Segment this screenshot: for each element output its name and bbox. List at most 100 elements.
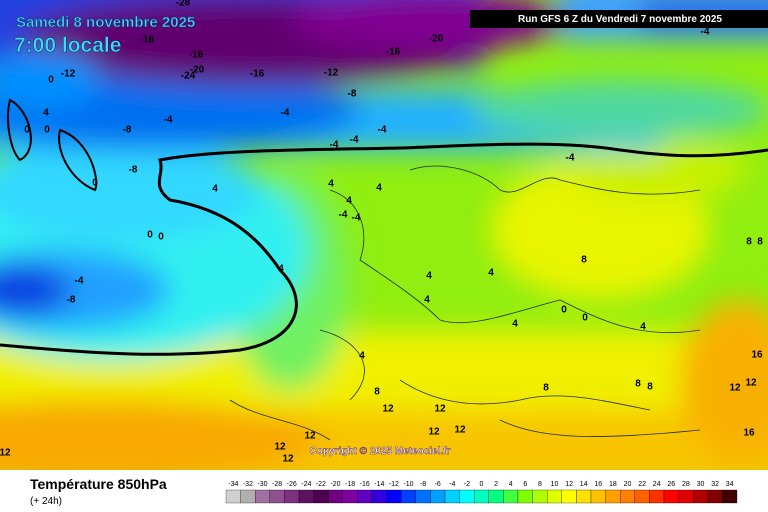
- contour-label: 0: [158, 232, 164, 243]
- color-swatch: [342, 489, 358, 504]
- color-swatch: [415, 489, 431, 504]
- scale-label: -2: [464, 481, 470, 488]
- contour-label: -4: [378, 125, 387, 136]
- contour-label: 8: [635, 379, 641, 390]
- scale-label: -32: [243, 481, 253, 488]
- run-info: Run GFS 6 Z du Vendredi 7 novembre 2025: [518, 14, 722, 25]
- color-swatch: [488, 489, 504, 504]
- contour-label: -16: [250, 69, 265, 80]
- date: Samedi 8 novembre 2025: [16, 14, 195, 31]
- scale-label: -20: [330, 481, 340, 488]
- contour-label: 4: [43, 108, 49, 119]
- scale-label: 32: [711, 481, 719, 488]
- color-swatch: [576, 489, 592, 504]
- scale-label: 24: [653, 481, 661, 488]
- contour-label: 4: [640, 322, 646, 333]
- contour-label: 4: [426, 271, 432, 282]
- color-swatch: [430, 489, 446, 504]
- contour-label: -4: [330, 140, 339, 151]
- scale-label: 2: [494, 481, 498, 488]
- contour-label: 4: [512, 319, 518, 330]
- contour-label: -4: [75, 276, 84, 287]
- color-swatch: [532, 489, 548, 504]
- contour-label: -8: [129, 165, 138, 176]
- color-swatch: [474, 489, 489, 504]
- contour-label: 0: [44, 125, 50, 136]
- contour-label: 12: [745, 378, 757, 389]
- contour-label: -8: [67, 295, 76, 306]
- contour-label: -24: [181, 71, 196, 82]
- color-swatch: [605, 489, 621, 504]
- contour-label: 4: [328, 179, 334, 190]
- legend-subtitle: (+ 24h): [30, 496, 62, 507]
- scale-label: 26: [667, 481, 675, 488]
- contour-label: 4: [488, 268, 494, 279]
- color-swatch: [722, 489, 738, 504]
- contour-label: 12: [454, 425, 466, 436]
- contour-label: 0: [582, 313, 588, 324]
- scale-label: -26: [287, 481, 297, 488]
- scale-label: -4: [449, 481, 455, 488]
- scale-label: 8: [538, 481, 542, 488]
- color-swatch: [620, 489, 635, 504]
- contour-label: -4: [339, 210, 348, 221]
- contour-label: 0: [92, 178, 98, 189]
- color-swatch: [255, 489, 270, 504]
- color-swatch: [663, 489, 679, 504]
- copyright: Copyright © 2025 Meteociel.fr: [310, 446, 451, 457]
- color-swatch: [678, 489, 694, 504]
- contour-label: 12: [428, 427, 440, 438]
- contour-label: -8: [348, 89, 357, 100]
- color-swatch: [371, 489, 387, 504]
- contour-label: -4: [350, 135, 359, 146]
- color-swatch: [634, 489, 650, 504]
- color-swatch: [517, 489, 533, 504]
- contour-label: 4: [376, 183, 382, 194]
- contour-label: -4: [352, 213, 361, 224]
- scale-label: 12: [565, 481, 573, 488]
- scale-label: -14: [374, 481, 384, 488]
- contour-label: 12: [282, 454, 294, 465]
- scale-label: -30: [257, 481, 267, 488]
- scale-label: 6: [523, 481, 527, 488]
- color-swatch: [547, 489, 562, 504]
- scale-label: -8: [420, 481, 426, 488]
- contour-label: 12: [274, 442, 286, 453]
- contour-label: 12: [729, 383, 741, 394]
- scale-label: -16: [360, 481, 370, 488]
- contour-label: -20: [429, 34, 444, 45]
- scale-label: -10: [403, 481, 413, 488]
- scale-label: 14: [580, 481, 588, 488]
- color-swatch: [328, 489, 343, 504]
- contour-label: 0: [48, 75, 54, 86]
- color-swatch: [298, 489, 314, 504]
- color-swatch: [357, 489, 373, 504]
- time: 7:00 locale: [14, 34, 121, 57]
- scale-label: 0: [480, 481, 484, 488]
- color-swatch: [459, 489, 475, 504]
- contour-label: 4: [359, 351, 365, 362]
- scale-label: 18: [609, 481, 617, 488]
- temperature-field: [0, 0, 768, 470]
- scale-label: -12: [389, 481, 399, 488]
- scale-label: 16: [594, 481, 602, 488]
- contour-label: 12: [434, 404, 446, 415]
- legend-title: Température 850hPa: [30, 476, 167, 492]
- color-swatch: [561, 489, 577, 504]
- contour-label: -12: [324, 68, 339, 79]
- contour-label: 8: [543, 383, 549, 394]
- scale-label: 4: [509, 481, 513, 488]
- contour-label: -4: [164, 115, 173, 126]
- scale-label: -28: [272, 481, 282, 488]
- contour-label: -20: [190, 65, 205, 76]
- color-swatch: [240, 489, 256, 504]
- scale-label: -22: [316, 481, 326, 488]
- color-swatch: [269, 489, 285, 504]
- contour-label: 4: [424, 295, 430, 306]
- contour-label: 4: [346, 196, 352, 207]
- contour-label: -12: [61, 69, 76, 80]
- scale-label: 22: [638, 481, 646, 488]
- color-swatch: [444, 489, 460, 504]
- scale-label: -18: [345, 481, 355, 488]
